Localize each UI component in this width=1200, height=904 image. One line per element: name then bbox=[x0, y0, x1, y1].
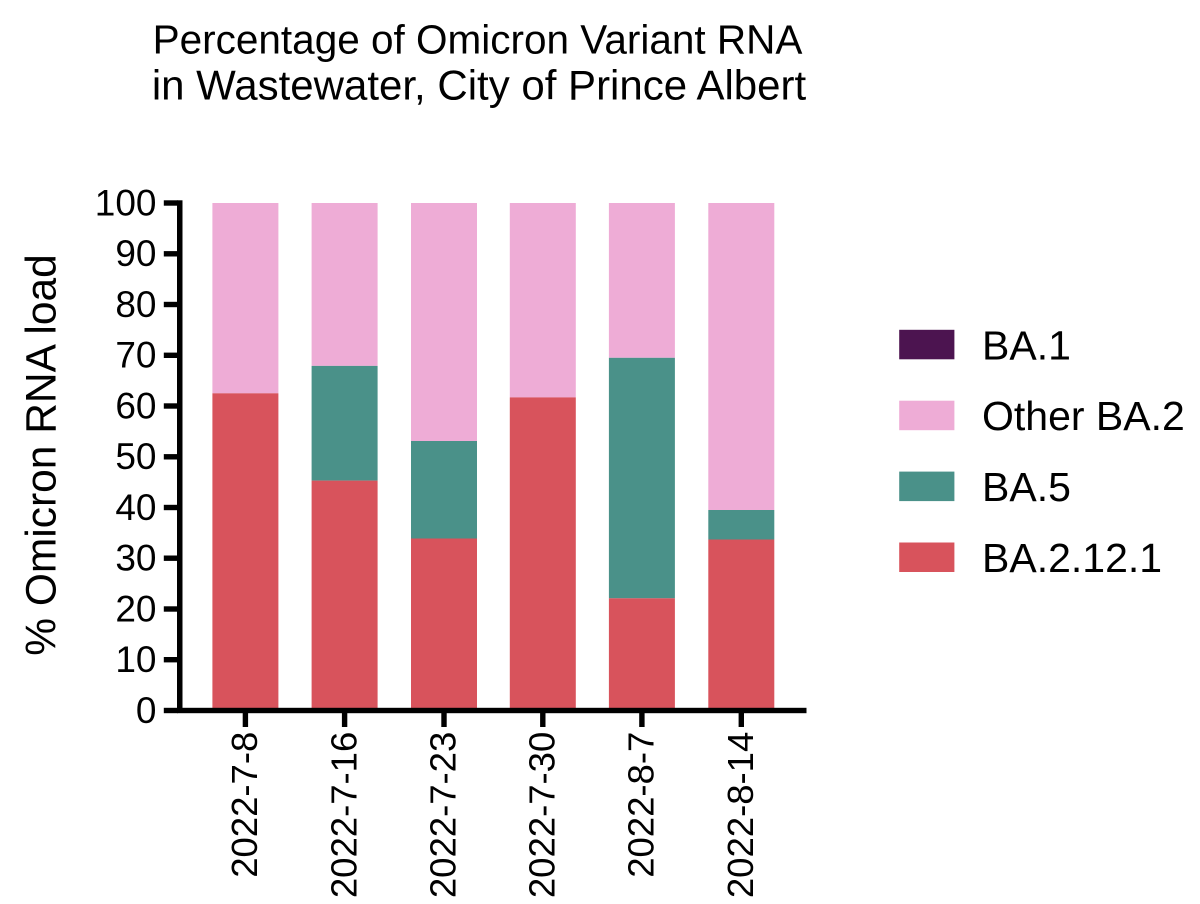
svg-text:2022-7-16: 2022-7-16 bbox=[323, 732, 364, 898]
svg-text:2022-8-7: 2022-8-7 bbox=[621, 732, 662, 878]
svg-text:Percentage of Omicron Variant: Percentage of Omicron Variant RNA bbox=[153, 17, 803, 63]
svg-text:70: 70 bbox=[115, 335, 156, 376]
svg-text:2022-7-30: 2022-7-30 bbox=[522, 732, 563, 898]
svg-text:2022-7-23: 2022-7-23 bbox=[423, 732, 464, 898]
svg-text:90: 90 bbox=[115, 233, 156, 274]
svg-text:BA.5: BA.5 bbox=[982, 464, 1071, 510]
svg-text:% Omicron RNA load: % Omicron RNA load bbox=[19, 254, 66, 656]
svg-text:60: 60 bbox=[115, 385, 156, 426]
svg-text:20: 20 bbox=[115, 588, 156, 629]
svg-text:0: 0 bbox=[136, 690, 157, 731]
svg-text:2022-7-8: 2022-7-8 bbox=[224, 732, 265, 878]
svg-text:40: 40 bbox=[115, 487, 156, 528]
svg-text:2022-8-14: 2022-8-14 bbox=[720, 732, 761, 898]
svg-text:in Wastewater, City of Prince: in Wastewater, City of Prince Albert bbox=[152, 62, 807, 109]
svg-text:100: 100 bbox=[95, 182, 157, 223]
svg-text:50: 50 bbox=[115, 436, 156, 477]
svg-text:BA.2.12.1: BA.2.12.1 bbox=[982, 535, 1162, 581]
svg-text:10: 10 bbox=[115, 639, 156, 680]
svg-text:Other BA.2: Other BA.2 bbox=[982, 393, 1185, 439]
svg-text:80: 80 bbox=[115, 284, 156, 325]
svg-text:BA.1: BA.1 bbox=[982, 322, 1071, 368]
svg-text:30: 30 bbox=[115, 538, 156, 579]
